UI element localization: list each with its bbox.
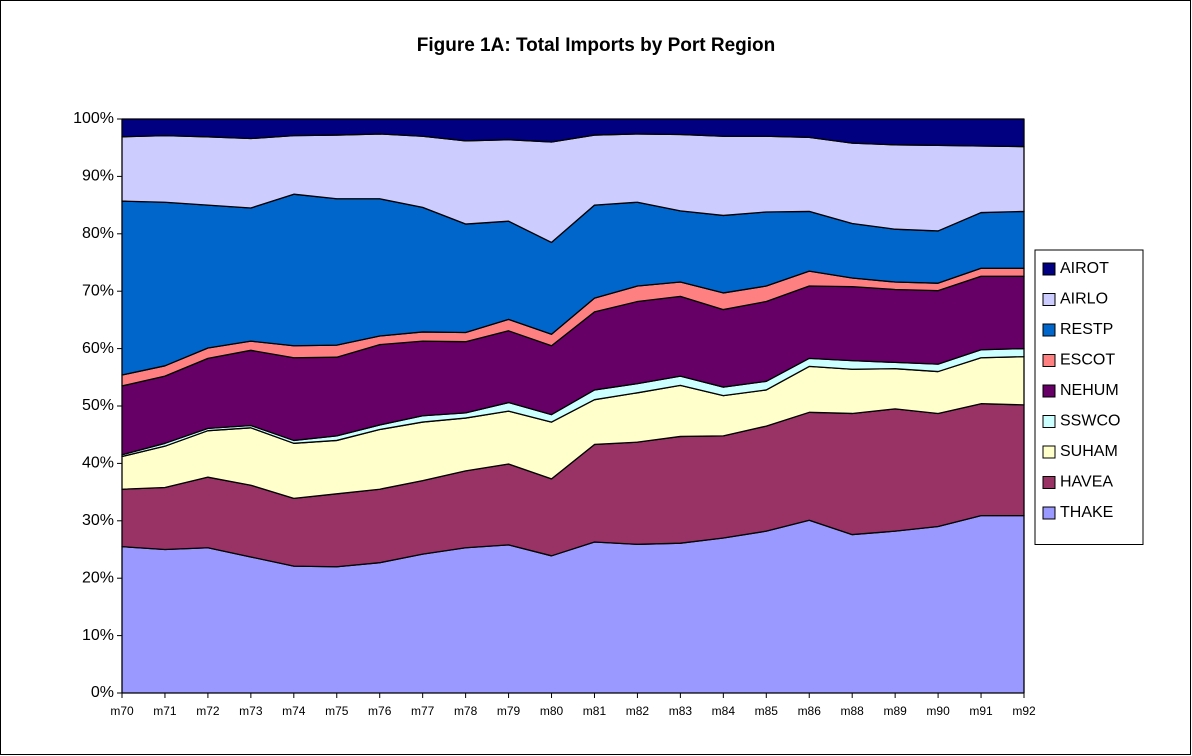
x-tick-label: m75 bbox=[325, 704, 349, 718]
y-tick-label: 0% bbox=[91, 684, 114, 701]
x-tick-label: m73 bbox=[239, 704, 263, 718]
x-tick-label: m70 bbox=[110, 704, 134, 718]
x-tick-label: m81 bbox=[583, 704, 607, 718]
x-tick-label: m89 bbox=[883, 704, 907, 718]
y-tick-label: 80% bbox=[82, 225, 114, 242]
x-tick-label: m85 bbox=[755, 704, 779, 718]
legend-swatch bbox=[1042, 323, 1056, 337]
x-tick-label: m78 bbox=[454, 704, 478, 718]
x-tick-label: m82 bbox=[626, 704, 650, 718]
legend-label: AIRLO bbox=[1060, 291, 1108, 308]
y-tick-label: 40% bbox=[82, 455, 114, 472]
x-tick-label: m92 bbox=[1012, 704, 1036, 718]
y-tick-label: 100% bbox=[73, 110, 114, 127]
legend-swatch bbox=[1042, 262, 1056, 276]
x-tick-label: m74 bbox=[282, 704, 306, 718]
legend-swatch bbox=[1042, 293, 1056, 306]
legend-label: SUHAM bbox=[1060, 443, 1118, 460]
x-tick-label: m84 bbox=[712, 704, 736, 718]
legend-label: RESTP bbox=[1060, 321, 1113, 338]
y-tick-label: 20% bbox=[82, 569, 114, 586]
legend-label: THAKE bbox=[1060, 504, 1113, 521]
x-tick-label: m88 bbox=[841, 704, 865, 718]
legend-swatch bbox=[1042, 354, 1056, 367]
x-tick-label: m80 bbox=[540, 704, 564, 718]
x-tick-label: m76 bbox=[368, 704, 392, 718]
legend-swatch bbox=[1042, 384, 1056, 398]
x-tick-label: m77 bbox=[411, 704, 435, 718]
y-tick-label: 50% bbox=[82, 397, 114, 414]
x-tick-label: m71 bbox=[153, 704, 177, 718]
y-tick-label: 90% bbox=[82, 168, 114, 185]
legend-swatch bbox=[1042, 476, 1056, 489]
legend-swatch bbox=[1042, 445, 1056, 459]
x-tick-label: m72 bbox=[196, 704, 220, 718]
legend-swatch bbox=[1042, 506, 1056, 520]
x-tick-label: m79 bbox=[497, 704, 521, 718]
y-tick-label: 30% bbox=[82, 512, 114, 529]
legend-label: HAVEA bbox=[1060, 474, 1113, 491]
legend-swatch bbox=[1042, 415, 1056, 428]
x-tick-label: m86 bbox=[798, 704, 822, 718]
area bbox=[121, 118, 1025, 148]
x-tick-label: m91 bbox=[969, 704, 993, 718]
y-tick-label: 70% bbox=[82, 282, 114, 299]
chart-title: Figure 1A: Total Imports by Port Region bbox=[417, 35, 776, 56]
legend-label: ESCOT bbox=[1060, 352, 1115, 369]
legend-label: NEHUM bbox=[1060, 382, 1119, 399]
legend-label: SSWCO bbox=[1060, 413, 1120, 430]
y-tick-label: 60% bbox=[82, 340, 114, 357]
y-tick-label: 10% bbox=[82, 627, 114, 644]
x-tick-label: m83 bbox=[669, 704, 693, 718]
legend-label: AIROT bbox=[1060, 260, 1109, 277]
x-tick-label: m90 bbox=[926, 704, 950, 718]
